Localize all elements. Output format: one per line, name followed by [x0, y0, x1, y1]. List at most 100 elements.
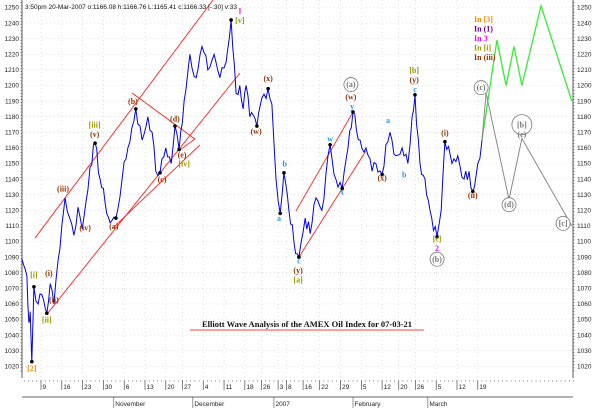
- wave-label-group: [c]: [555, 215, 571, 231]
- x-tick-label: 20: [400, 384, 408, 391]
- y-tick-label-left: 1090: [5, 254, 20, 261]
- wave-label: (iii): [57, 185, 69, 194]
- wave-label: [v]: [235, 16, 245, 25]
- pivot-marker: [297, 255, 301, 259]
- legend-entry: In (1): [474, 25, 493, 34]
- wave-label: (e): [517, 130, 526, 139]
- y-axes: 1020 1020 1030 1030 1040 1040 1050 1050 1060 1060…: [5, 0, 592, 378]
- wave-label-group: (ii): [49, 295, 59, 304]
- pivot-marker: [45, 311, 49, 316]
- wave-label: (b): [432, 255, 442, 264]
- y-tick-label-right: 1020: [577, 364, 592, 371]
- x-tick-label: 23: [84, 384, 92, 391]
- channel-line: [112, 144, 201, 229]
- wave-label-group: (v): [90, 130, 100, 139]
- wave-label-group: (a): [343, 77, 359, 92]
- wave-label-group: a: [277, 214, 281, 223]
- wave-label: [c]: [433, 235, 442, 244]
- wave-label-group: (iv): [79, 224, 91, 233]
- y-tick-label-left: 1220: [5, 52, 20, 59]
- y-tick-label-right: 1030: [577, 348, 592, 355]
- legend-entry: In [3]: [474, 15, 493, 24]
- x-tick-label: 5: [438, 384, 442, 391]
- y-tick-label-left: 1100: [5, 239, 19, 246]
- y-tick-label-right: 1170: [577, 130, 591, 137]
- wave-label-group: (w): [345, 93, 356, 102]
- y-tick-label-right: 1150: [577, 161, 591, 168]
- wave-label: [a]: [293, 275, 303, 284]
- y-tick-label-right: 1060: [577, 301, 592, 308]
- wave-label: (i): [45, 269, 53, 278]
- channel-line: [46, 72, 241, 315]
- pivot-marker: [340, 186, 344, 191]
- y-tick-label-right: 1240: [577, 20, 592, 27]
- wave-label-circle: [343, 77, 359, 92]
- wave-label: (y): [293, 266, 303, 275]
- wave-label: (i): [441, 128, 449, 137]
- wave-label-group: (i): [45, 269, 53, 278]
- wave-label-group: [b](e): [511, 114, 533, 139]
- pivot-markers: [30, 18, 475, 364]
- pivot-marker: [30, 359, 34, 364]
- wave-label: (b): [128, 97, 138, 106]
- month-label: December: [194, 401, 225, 408]
- x-tick-label: 16: [305, 384, 313, 391]
- wave-label: (a): [109, 222, 119, 231]
- y-tick-label-right: 1250: [577, 5, 592, 12]
- month-label: March: [429, 401, 447, 408]
- wave-label: (d): [504, 200, 514, 209]
- quote-header: 3:50pm 20-Mar-2007 o:1166.08 h:1166.76 L…: [25, 4, 237, 11]
- y-tick-label-right: 1100: [577, 239, 591, 246]
- pivot-marker: [229, 18, 233, 22]
- y-tick-label-right: 1130: [577, 192, 591, 199]
- y-tick-label-right: 1040: [577, 332, 592, 339]
- wave-label-group: (c): [473, 80, 489, 96]
- pivot-marker: [282, 171, 286, 175]
- x-tick-label: 16: [63, 384, 71, 391]
- wave-label: x: [340, 188, 344, 197]
- wave-label-circle: [429, 251, 445, 267]
- wave-label-group: y: [350, 102, 354, 111]
- wave-label-group: (iii): [57, 185, 69, 194]
- legend-entry: In [i]: [474, 44, 491, 53]
- wave-label-group: b: [402, 171, 407, 180]
- wave-label-group: [i]: [30, 270, 38, 279]
- y-tick-label-left: 1140: [5, 176, 19, 183]
- pivot-marker: [255, 124, 259, 128]
- y-tick-label-right: 1080: [577, 270, 592, 277]
- y-tick-label-right: 1210: [577, 67, 592, 74]
- x-tick-label: 19: [479, 384, 487, 391]
- month-label: February: [355, 401, 382, 408]
- y-tick-label-right: 1160: [577, 145, 591, 152]
- y-tick-label-left: 1050: [5, 317, 20, 324]
- pivot-marker: [93, 141, 97, 146]
- wave-label-group: (i): [441, 128, 449, 137]
- wave-label: a: [277, 214, 281, 223]
- price-series: [21, 19, 483, 362]
- pivot-marker: [177, 147, 181, 152]
- wave-label: y: [350, 102, 354, 111]
- channel-line: [131, 92, 196, 151]
- y-tick-label-left: 1080: [5, 270, 20, 277]
- wave-label: (iv): [79, 224, 91, 233]
- wave-label: [2]: [27, 364, 37, 373]
- pivot-marker: [32, 284, 36, 289]
- wave-label-group: (x): [377, 174, 387, 183]
- wave-label: b: [283, 160, 288, 169]
- wave-label-group: [2]: [27, 364, 37, 373]
- x-tick-label: 9: [43, 384, 47, 391]
- wave-label: a: [386, 116, 390, 125]
- wave-label-group: (d): [170, 114, 180, 123]
- wave-label-group: x: [340, 188, 344, 197]
- x-axis: 9 16 23 30 6 13 20 27 4 11 18 26 3 8 16 22 29 5 12 20 26 5 12 1…: [22, 380, 574, 408]
- wave-label-circle: [473, 80, 489, 96]
- y-tick-label-right: 1110: [577, 223, 591, 230]
- y-tick-label-left: 1070: [5, 286, 20, 293]
- y-tick-label-left: 1120: [5, 208, 19, 215]
- wave-labels: [2] [i] [ii] (i) (ii) (iii) (iv) (a) [iii](v) (b)…: [27, 7, 571, 373]
- wave-label-group: (y): [293, 266, 303, 275]
- x-tick-label: 8: [288, 384, 292, 391]
- wave-label-group: (c): [158, 175, 167, 184]
- wave-label-circle: [511, 114, 533, 136]
